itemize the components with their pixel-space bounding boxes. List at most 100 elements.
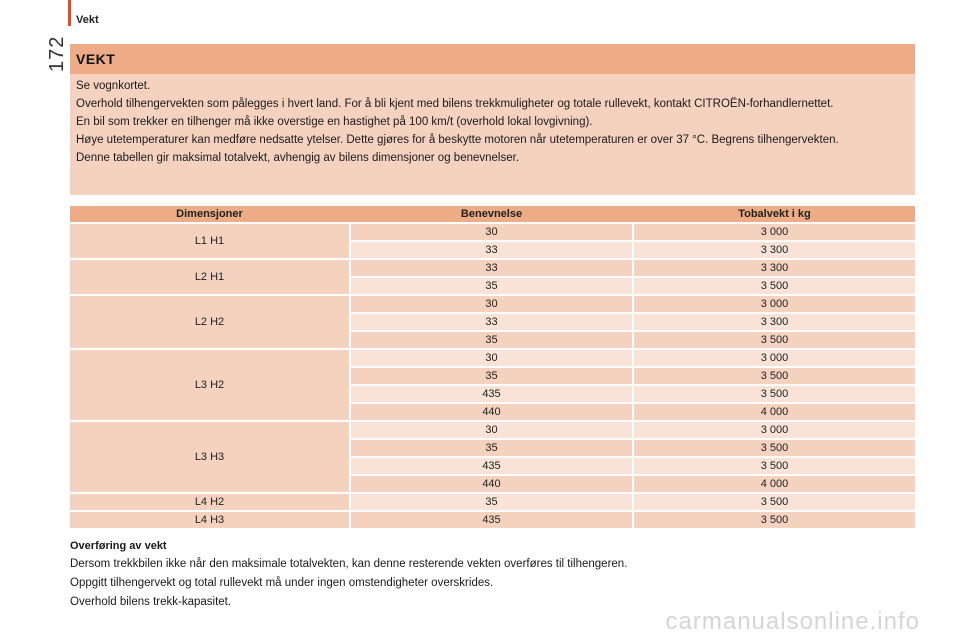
column-gap: [632, 368, 634, 384]
designation-cell: 440: [351, 404, 632, 420]
table-row: 440 4 000: [70, 476, 915, 492]
table-row: L2 H2 30 3 000: [70, 296, 915, 348]
column-gap: [632, 314, 634, 330]
column-gap: [632, 458, 634, 474]
table-row: 33 3 300: [70, 314, 915, 330]
column-gap: [632, 422, 634, 438]
info-paragraph: Overhold tilhengervekten som pålegges i …: [76, 98, 834, 110]
section-marker-bar: [68, 0, 71, 26]
dimension-cell: L3 H3: [70, 422, 349, 492]
designation-cell: 33: [351, 260, 632, 276]
designation-cell: 30: [351, 350, 632, 366]
column-gap: [349, 296, 351, 348]
weight-transfer-paragraph: Oppgitt tilhengervekt og total rullevekt…: [70, 577, 494, 589]
designation-cell: 30: [351, 296, 632, 312]
total-weight-cell: 3 000: [634, 224, 915, 240]
info-body: Se vognkortet. Overhold tilhengervekten …: [70, 74, 915, 165]
section-title: Vekt: [76, 14, 99, 26]
designation-cell: 35: [351, 494, 632, 510]
dimension-cell: L2 H1: [70, 260, 349, 294]
column-gap: [632, 332, 634, 348]
info-paragraph: En bil som trekker en tilhenger må ikke …: [76, 116, 593, 128]
column-gap: [632, 476, 634, 492]
column-gap: [632, 440, 634, 456]
table-body: L1 H1 30 3 000 33 3 300 L2 H1 33 3 300 35 3 500 L2…: [70, 224, 915, 528]
designation-cell: 435: [351, 458, 632, 474]
designation-cell: 30: [351, 224, 632, 240]
total-weight-cell: 3 500: [634, 440, 915, 456]
designation-cell: 435: [351, 512, 632, 528]
designation-cell: 35: [351, 278, 632, 294]
weight-transfer-paragraph: Dersom trekkbilen ikke når den maksimale…: [70, 558, 628, 570]
table-row: L4 H3 435 3 500: [70, 512, 915, 528]
table-row: 435 3 500: [70, 458, 915, 474]
column-gap: [632, 350, 634, 366]
designation-cell: 435: [351, 386, 632, 402]
table-row: L4 H2 35 3 500: [70, 494, 915, 510]
column-gap: [349, 206, 351, 222]
watermark: carmanualsonline.info: [665, 608, 920, 635]
column-gap: [632, 296, 634, 312]
table-row: L2 H1 33 3 300: [70, 260, 915, 294]
column-gap: [349, 350, 351, 420]
column-gap: [632, 260, 634, 276]
total-weight-cell: 3 500: [634, 368, 915, 384]
table-row: 35 3 500: [70, 332, 915, 348]
dimension-cell: L1 H1: [70, 224, 349, 258]
column-gap: [632, 404, 634, 420]
column-header-designation: Benevnelse: [351, 206, 632, 222]
total-weight-cell: 3 500: [634, 386, 915, 402]
total-weight-cell: 3 500: [634, 494, 915, 510]
table-row: 35 3 500: [70, 278, 915, 294]
designation-cell: 35: [351, 368, 632, 384]
table-header-row: Dimensjoner Benevnelse Tobalvekt i kg: [70, 206, 915, 222]
table-row: 35 3 500: [70, 368, 915, 384]
table-row: 440 4 000: [70, 404, 915, 420]
total-weight-cell: 3 500: [634, 278, 915, 294]
info-paragraph: Se vognkortet.: [76, 80, 151, 92]
total-weight-cell: 4 000: [634, 404, 915, 420]
designation-cell: 35: [351, 332, 632, 348]
column-gap: [632, 224, 634, 240]
weight-transfer-section: Overføring av vekt Dersom trekkbilen ikk…: [70, 540, 915, 615]
column-gap: [632, 494, 634, 510]
column-gap: [632, 512, 634, 528]
table-row: L1 H1 30 3 000: [70, 224, 915, 258]
column-gap: [349, 494, 351, 510]
column-gap: [632, 206, 634, 222]
column-gap: [349, 224, 351, 258]
column-header-dimensions: Dimensjoner: [70, 206, 349, 222]
column-header-total-weight: Tobalvekt i kg: [634, 206, 915, 222]
total-weight-cell: 3 300: [634, 314, 915, 330]
column-gap: [632, 386, 634, 402]
page-number: 172: [46, 35, 68, 72]
total-weight-cell: 3 300: [634, 242, 915, 258]
designation-cell: 440: [351, 476, 632, 492]
dimension-cell: L2 H2: [70, 296, 349, 348]
designation-cell: 33: [351, 242, 632, 258]
info-paragraph: Høye utetemperaturer kan medføre nedsatt…: [76, 134, 839, 146]
designation-cell: 35: [351, 440, 632, 456]
info-paragraph: Denne tabellen gir maksimal totalvekt, a…: [76, 152, 520, 164]
column-gap: [632, 278, 634, 294]
dimension-cell: L3 H2: [70, 350, 349, 420]
total-weight-cell: 3 000: [634, 296, 915, 312]
info-title: VEKT: [70, 44, 915, 74]
column-gap: [349, 422, 351, 492]
column-gap: [349, 512, 351, 528]
table-row: L3 H2 30 3 000: [70, 350, 915, 420]
table-row: 35 3 500: [70, 440, 915, 456]
weight-transfer-paragraph: Overhold bilens trekk-kapasitet.: [70, 596, 232, 608]
info-box: VEKT Se vognkortet. Overhold tilhengerve…: [70, 44, 915, 195]
weight-table: Dimensjoner Benevnelse Tobalvekt i kg L1…: [70, 204, 915, 530]
total-weight-cell: 3 000: [634, 422, 915, 438]
column-gap: [632, 242, 634, 258]
total-weight-cell: 3 500: [634, 512, 915, 528]
designation-cell: 33: [351, 314, 632, 330]
total-weight-cell: 3 300: [634, 260, 915, 276]
total-weight-cell: 4 000: [634, 476, 915, 492]
dimension-cell: L4 H2: [70, 494, 349, 510]
total-weight-cell: 3 500: [634, 458, 915, 474]
table-row: L3 H3 30 3 000: [70, 422, 915, 492]
dimension-cell: L4 H3: [70, 512, 349, 528]
